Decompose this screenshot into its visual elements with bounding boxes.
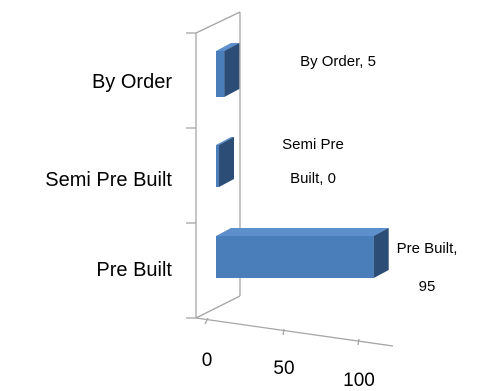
bar-side-face-by-order	[224, 43, 240, 97]
category-label-by-order: By Order	[92, 71, 172, 93]
x-tick-mark-50	[282, 328, 285, 336]
bar-front-face-semi-pre-built	[216, 145, 219, 187]
x-tick-label-100: 100	[343, 370, 375, 391]
floor-left	[195, 295, 241, 319]
category-label-semi-pre-built: Semi Pre Built	[45, 169, 172, 191]
x-tick-mark-100	[357, 338, 360, 346]
category-labels: By Order Semi Pre Built Pre Built	[45, 71, 172, 281]
bar-front-face-by-order	[216, 51, 225, 97]
floor-front	[195, 317, 394, 347]
data-label-by-order: By Order, 5	[300, 53, 376, 70]
bar-by-order	[216, 43, 240, 97]
bar-pre-built	[216, 228, 389, 278]
bar-top-face-semi-pre-built	[216, 137, 234, 145]
bar-side-face-pre-built	[373, 228, 389, 278]
category-label-pre-built: Pre Built	[96, 259, 172, 281]
x-tick-label-50: 50	[273, 358, 294, 379]
x-tick-mark-0	[204, 317, 209, 325]
x-tick-label-0: 0	[202, 350, 213, 371]
data-label-semi-pre-built: Semi Pre Built, 0	[282, 136, 344, 187]
bar-front-face-pre-built	[216, 236, 374, 278]
x-axis-ticks: 0 50 100	[202, 317, 375, 391]
bar-side-face-semi-pre-built	[219, 137, 234, 187]
data-label-pre-built: Pre Built, 95	[397, 240, 458, 295]
back-wall-top	[195, 11, 241, 34]
bar-top-face-by-order	[216, 43, 240, 51]
bars	[216, 43, 389, 278]
data-labels: By Order, 5 Semi Pre Built, 0 Pre Built, 95	[282, 53, 457, 295]
bar-semi-pre-built	[216, 137, 234, 187]
bar-top-face-pre-built	[216, 228, 389, 236]
